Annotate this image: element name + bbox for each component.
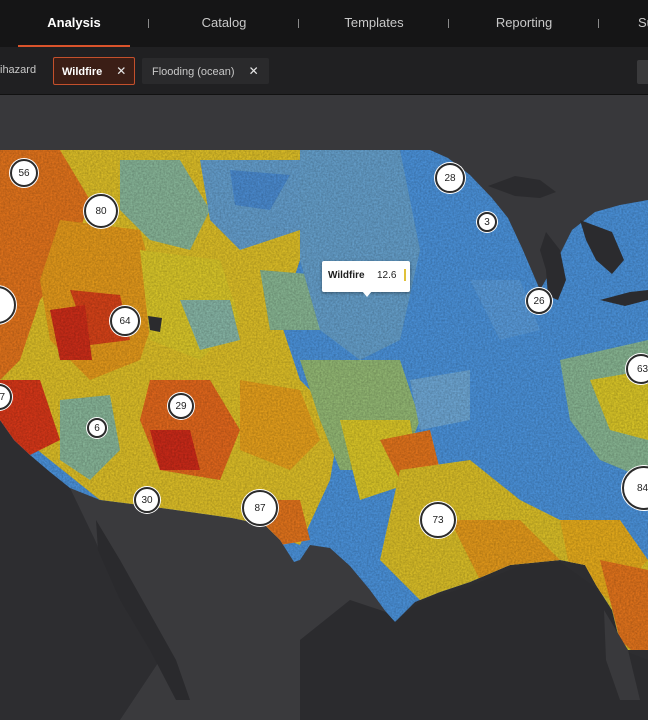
- chip-multihazard[interactable]: ihazard: [0, 57, 36, 83]
- map-tooltip: Wildfire 12.6: [322, 261, 410, 297]
- chip-label: Wildfire: [62, 66, 103, 78]
- lake-erie: [600, 290, 648, 306]
- nav-separator: [598, 19, 599, 28]
- tab-analysis[interactable]: Analysis: [47, 15, 101, 30]
- gulf-of-california: [96, 520, 190, 700]
- chip-flooding-ocean[interactable]: Flooding (ocean) ✕: [142, 58, 269, 84]
- cluster-marker[interactable]: 80: [84, 194, 118, 228]
- lake-superior: [488, 176, 556, 198]
- tooltip-label: Wildfire: [328, 270, 365, 281]
- wildfire-risk-map[interactable]: [0, 95, 648, 720]
- great-salt-lake: [148, 316, 162, 332]
- active-tab-indicator: [18, 45, 130, 47]
- cluster-marker[interactable]: 56: [10, 159, 38, 187]
- nav-separator: [448, 19, 449, 28]
- top-nav: Analysis Catalog Templates Reporting Su: [0, 0, 648, 47]
- tab-templates[interactable]: Templates: [344, 15, 404, 30]
- cluster-marker[interactable]: 30: [134, 487, 160, 513]
- gulf-of-mexico: [300, 562, 648, 720]
- tooltip-pointer: [362, 291, 372, 297]
- tab-catalog[interactable]: Catalog: [201, 15, 247, 30]
- cluster-marker[interactable]: 29: [168, 393, 194, 419]
- lake-michigan: [540, 232, 566, 300]
- nav-separator: [148, 19, 149, 28]
- cluster-marker[interactable]: 3: [477, 212, 497, 232]
- chip-label: Flooding (ocean): [152, 66, 235, 78]
- filter-dropdown-button[interactable]: [637, 60, 648, 84]
- lake-huron: [580, 220, 624, 274]
- tab-reporting[interactable]: Reporting: [495, 15, 553, 30]
- tooltip-scale-indicator: [404, 269, 406, 281]
- chip-wildfire[interactable]: Wildfire ✕: [53, 57, 136, 85]
- canada-landmass: [0, 95, 648, 290]
- cluster-marker[interactable]: 73: [420, 502, 456, 538]
- cluster-marker[interactable]: 64: [110, 306, 140, 336]
- close-icon[interactable]: ✕: [248, 64, 259, 78]
- cluster-marker[interactable]: 87: [242, 490, 278, 526]
- close-icon[interactable]: ✕: [116, 64, 127, 78]
- cluster-marker[interactable]: 63: [626, 354, 648, 384]
- cluster-marker[interactable]: 26: [526, 288, 552, 314]
- chip-label: ihazard: [0, 64, 37, 76]
- nav-separator: [298, 19, 299, 28]
- florida-peninsula-shadow: [604, 610, 640, 700]
- tooltip-value: 12.6: [377, 270, 397, 281]
- tab-partial[interactable]: Su: [638, 15, 648, 30]
- cluster-marker[interactable]: 28: [435, 163, 465, 193]
- cluster-marker[interactable]: 6: [87, 418, 107, 438]
